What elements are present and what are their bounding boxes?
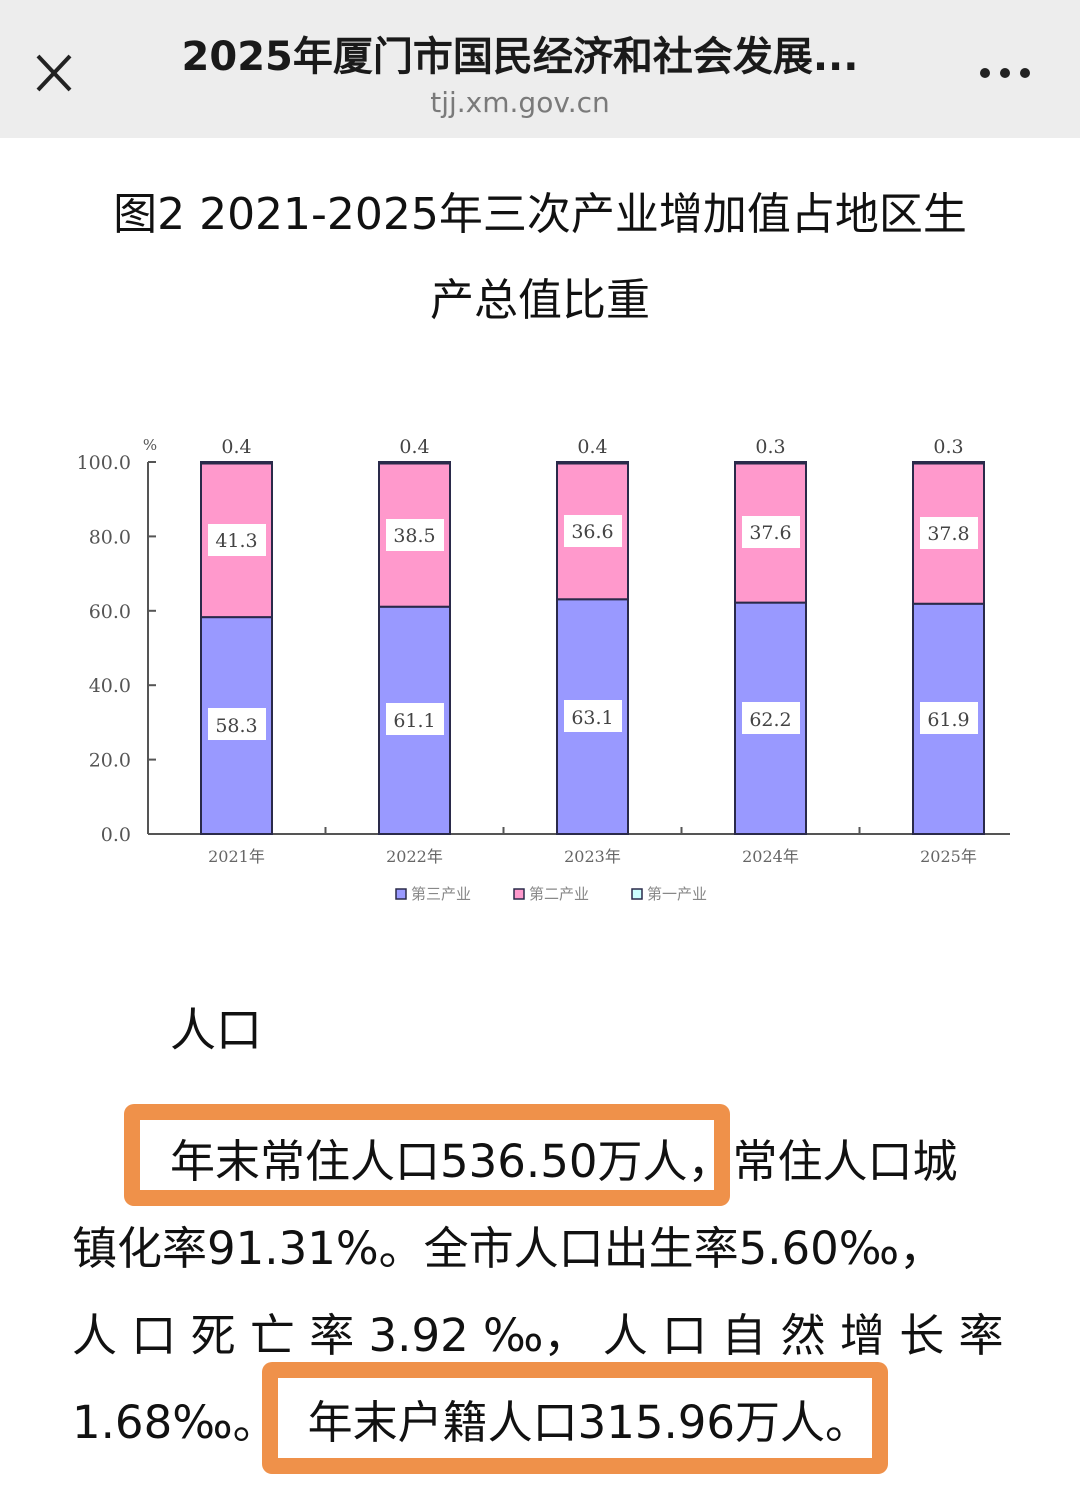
bar-segment-primary: [556, 461, 629, 465]
data-label-secondary: 37.6: [749, 522, 791, 544]
bar-segment-primary: [378, 461, 451, 465]
x-category-label: 2024年: [742, 847, 799, 866]
resident-population-highlight: 年末常住人口536.50万人: [170, 1135, 688, 1188]
browser-top-bar: 2025年厦门市国民经济和社会发展... tjj.xm.gov.cn: [0, 0, 1080, 138]
para-line-1: 年末常住人口536.50万人，常住人口城: [170, 1118, 957, 1205]
data-label-secondary: 38.5: [393, 525, 435, 547]
data-label-secondary: 37.8: [927, 523, 969, 545]
figure-title-line1: 图2 2021-2025年三次产业增加值占地区生: [113, 189, 967, 240]
x-category-label: 2021年: [208, 847, 265, 866]
y-tick-label: 40.0: [89, 675, 131, 697]
data-label-tertiary: 61.9: [927, 709, 969, 731]
highlight-box-registered-population: [262, 1362, 888, 1474]
para-line-4-start: 1.68‰。: [72, 1396, 278, 1449]
bar-segment-secondary: [378, 462, 451, 608]
data-label-bg: [564, 515, 622, 547]
bar-segment-secondary: [200, 462, 273, 619]
data-label-tertiary: 58.3: [215, 715, 257, 737]
bar-segment-secondary: [912, 462, 985, 605]
para-line-2: 镇化率91.31%。全市人口出生率5.60‰，: [72, 1222, 945, 1275]
registered-population-highlight: 年末户籍人口315.96万人。: [307, 1396, 871, 1449]
data-label-bg: [920, 517, 978, 549]
page-domain: tjj.xm.gov.cn: [430, 86, 610, 119]
page-title: 2025年厦门市国民经济和社会发展...: [181, 34, 859, 80]
legend-label: 第一产业: [647, 885, 707, 903]
data-label-bg: [386, 519, 444, 551]
data-label-secondary: 36.6: [571, 521, 613, 543]
y-tick-label: 20.0: [89, 750, 131, 772]
bar-segment-secondary: [556, 462, 629, 601]
data-label-primary: 0.3: [755, 436, 785, 458]
bar-segment-tertiary: [556, 598, 629, 835]
legend-label: 第二产业: [529, 885, 589, 903]
para-line-1-rest: ，常住人口城: [687, 1135, 958, 1188]
data-label-bg: [386, 703, 444, 735]
para-line-4: 1.68‰。 年末户籍人口315.96万人。: [72, 1379, 870, 1466]
data-label-bg: [742, 516, 800, 548]
y-tick-label: 60.0: [89, 601, 131, 623]
bar-segment-primary: [912, 461, 985, 465]
legend-swatch: [631, 888, 643, 900]
legend-swatch: [513, 888, 525, 900]
figure-title: 图2 2021-2025年三次产业增加值占地区生 产总值比重: [60, 172, 1020, 344]
x-category-label: 2025年: [920, 847, 977, 866]
data-label-primary: 0.3: [933, 436, 963, 458]
bar-segment-tertiary: [200, 616, 273, 836]
bar-segment-tertiary: [734, 601, 807, 836]
para-line-3: 人 口 死 亡 率 3.92 ‰， 人 口 自 然 增 长 率: [72, 1309, 1004, 1362]
data-label-primary: 0.4: [577, 436, 607, 458]
bar-segment-tertiary: [912, 602, 985, 835]
data-label-bg: [208, 524, 266, 556]
legend-label: 第三产业: [411, 885, 471, 903]
x-category-label: 2023年: [564, 847, 621, 866]
more-horizontal-icon: [980, 68, 1030, 78]
figure-title-line2: 产总值比重: [430, 275, 650, 326]
legend-swatch: [395, 888, 407, 900]
y-tick-label: 100.0: [77, 452, 131, 474]
bar-segment-primary: [734, 461, 807, 465]
section-heading-population: 人口: [170, 1003, 262, 1057]
bar-segment-secondary: [734, 461, 807, 604]
y-tick-label: 80.0: [89, 526, 131, 548]
close-button[interactable]: [30, 50, 78, 98]
data-label-tertiary: 63.1: [571, 707, 613, 729]
data-label-bg: [920, 702, 978, 734]
data-label-bg: [742, 702, 800, 734]
bar-segment-primary: [200, 461, 273, 465]
data-label-tertiary: 62.2: [749, 709, 791, 731]
x-category-label: 2022年: [386, 847, 443, 866]
more-options-button[interactable]: [975, 58, 1035, 88]
close-icon: [36, 54, 72, 92]
bar-segment-tertiary: [378, 605, 451, 836]
data-label-primary: 0.4: [399, 436, 429, 458]
y-unit-label: %: [143, 436, 157, 454]
data-label-tertiary: 61.1: [393, 710, 435, 732]
highlight-box-resident-population: [124, 1104, 730, 1206]
y-tick-label: 0.0: [101, 824, 131, 846]
data-label-bg: [208, 708, 266, 740]
data-label-secondary: 41.3: [215, 530, 257, 552]
data-label-primary: 0.4: [221, 436, 251, 458]
data-label-bg: [564, 700, 622, 732]
